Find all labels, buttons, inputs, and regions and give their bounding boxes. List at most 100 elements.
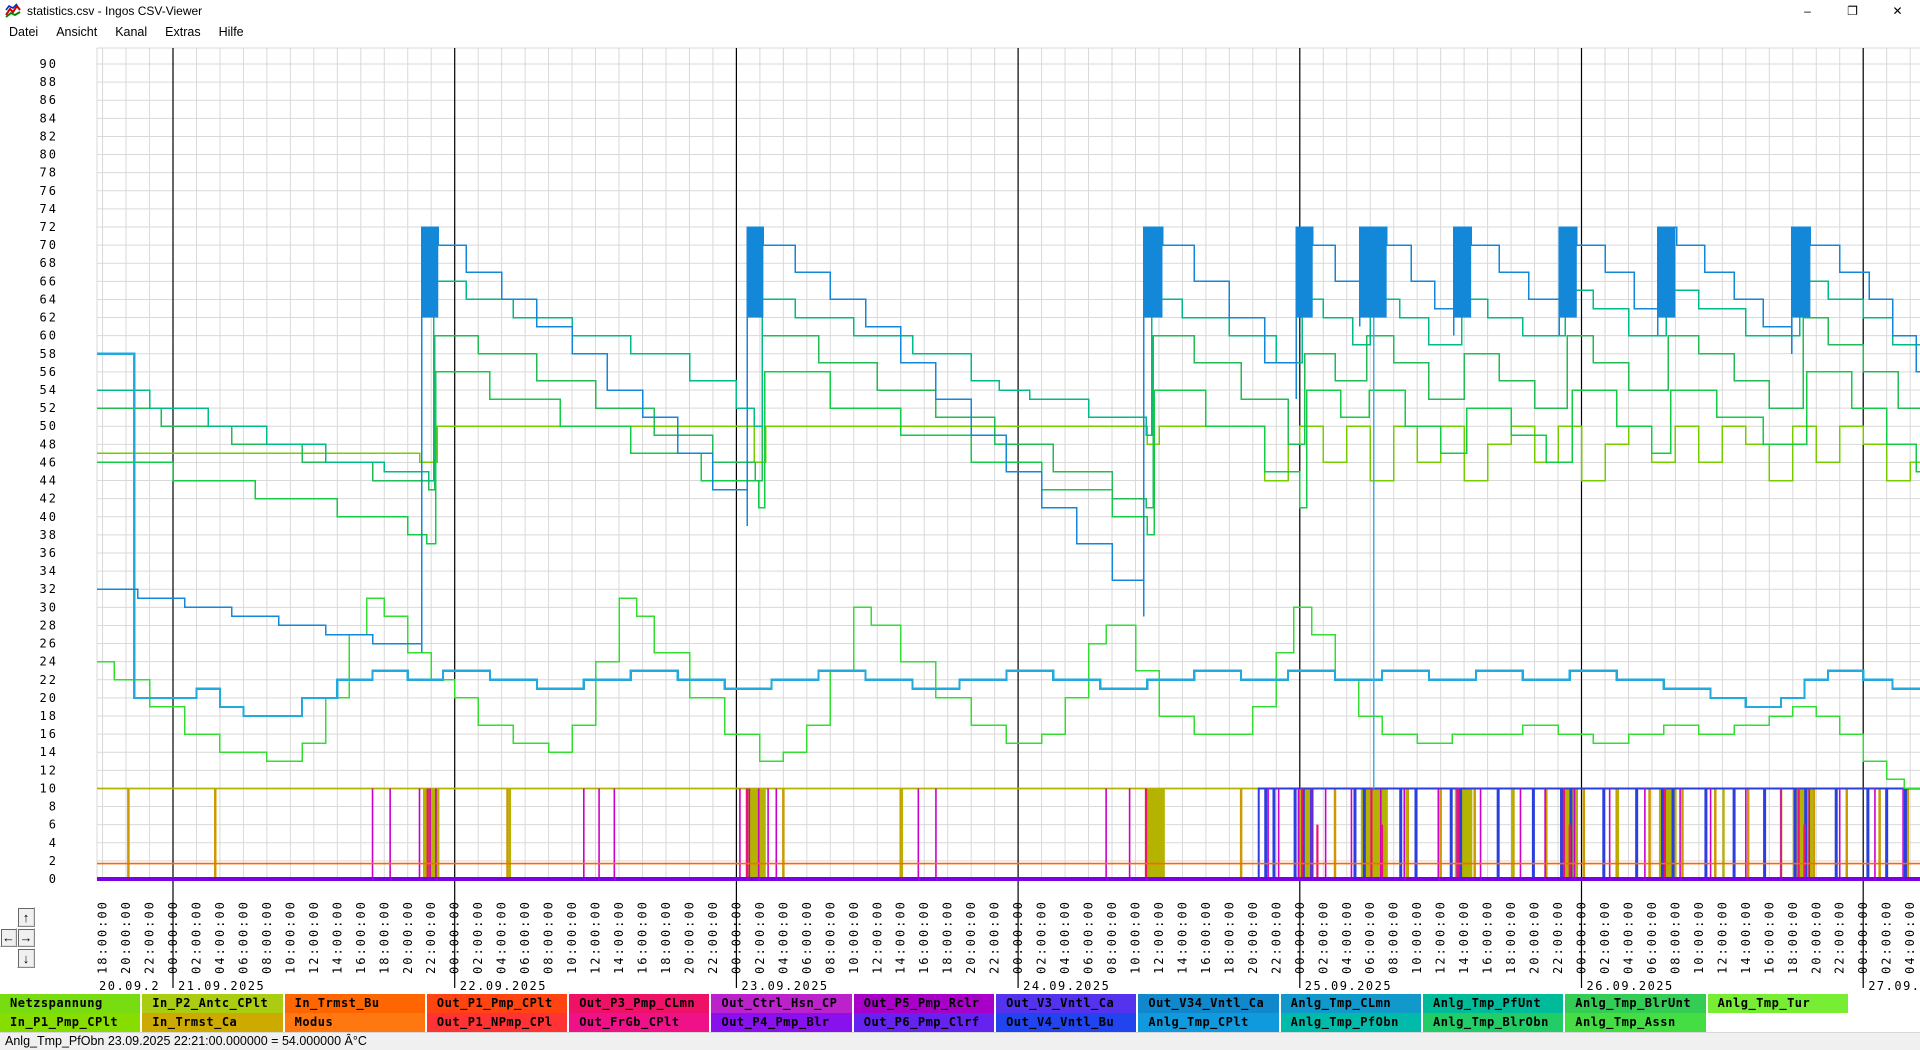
legend-channel-Modus[interactable]: Modus: [284, 1013, 425, 1032]
legend-channel-Anlg_Tmp_CPlt[interactable]: Anlg_Tmp_CPlt: [1138, 1013, 1279, 1032]
svg-text:74: 74: [40, 202, 58, 216]
pan-right-button[interactable]: →: [17, 928, 35, 947]
legend-channel-Out_V3_Vntl_Ca[interactable]: Out_V3_Vntl_Ca: [996, 994, 1137, 1013]
app-icon: [5, 3, 21, 19]
date-labels: 20.09.2 21.09.2025 22.09.2025 23.09.2025 24.…: [99, 979, 1920, 992]
svg-text:04:00:00: 04:00:00: [495, 900, 509, 974]
minimize-button[interactable]: –: [1804, 4, 1811, 18]
legend-channel-Anlg_Tmp_Tur[interactable]: Anlg_Tmp_Tur: [1707, 994, 1848, 1013]
svg-text:04:00:00: 04:00:00: [1621, 900, 1635, 974]
legend-channel-Out_Ctrl_Hsn_CP[interactable]: Out_Ctrl_Hsn_CP: [711, 994, 852, 1013]
legend-channel-Out_P4_Pmp_Blr[interactable]: Out_P4_Pmp_Blr: [711, 1013, 852, 1032]
svg-text:88: 88: [40, 75, 58, 89]
menu-ansicht[interactable]: Ansicht: [56, 25, 98, 39]
svg-text:4: 4: [49, 836, 58, 850]
legend-channel-Anlg_Tmp_CLmn[interactable]: Anlg_Tmp_CLmn: [1280, 994, 1421, 1013]
svg-text:02:00:00: 02:00:00: [1880, 900, 1894, 974]
pan-down-button[interactable]: ↓: [17, 948, 35, 968]
legend-channel-Netzspannung[interactable]: Netzspannung: [0, 994, 141, 1013]
svg-text:02:00:00: 02:00:00: [1598, 900, 1612, 974]
svg-text:08:00:00: 08:00:00: [1668, 900, 1682, 974]
svg-text:12:00:00: 12:00:00: [1434, 900, 1448, 974]
series-Anlg_Tmp_BlrObn: [97, 371, 1920, 545]
menu-datei[interactable]: Datei: [9, 25, 39, 39]
svg-text:10:00:00: 10:00:00: [283, 900, 297, 974]
svg-text:22:00:00: 22:00:00: [988, 900, 1002, 974]
svg-text:14:00:00: 14:00:00: [894, 900, 908, 974]
svg-text:16:00:00: 16:00:00: [1199, 900, 1213, 974]
svg-text:12:00:00: 12:00:00: [870, 900, 884, 974]
series-Anlg_Tmp_PfObn: [97, 280, 1920, 482]
legend-channel-Anlg_Tmp_PfUnt[interactable]: Anlg_Tmp_PfUnt: [1422, 994, 1564, 1013]
series-Anlg_Tmp_BlrUnt: [97, 316, 1920, 509]
series-Anlg_Tmp_CLmn: [97, 352, 1920, 718]
chart-plot[interactable]: 0246810121416182022242628303234363840424…: [0, 42, 1920, 992]
series-layer: [97, 226, 1920, 881]
svg-text:42: 42: [40, 492, 58, 506]
svg-text:16:00:00: 16:00:00: [1762, 900, 1776, 974]
pan-up-button[interactable]: ↑: [17, 907, 35, 927]
svg-text:86: 86: [40, 93, 58, 107]
burst-region: [1657, 227, 1676, 318]
svg-text:14:00:00: 14:00:00: [1739, 900, 1753, 974]
svg-text:10:00:00: 10:00:00: [847, 900, 861, 974]
burst-region: [746, 227, 764, 318]
svg-text:08:00:00: 08:00:00: [1387, 900, 1401, 974]
svg-text:38: 38: [40, 528, 58, 542]
svg-text:10:00:00: 10:00:00: [1410, 900, 1424, 974]
svg-text:06:00:00: 06:00:00: [1082, 900, 1096, 974]
legend-channel-Out_P1_Pmp_CPlt[interactable]: Out_P1_Pmp_CPlt: [426, 994, 568, 1013]
legend-channel-Anlg_Tmp_BlrObn[interactable]: Anlg_Tmp_BlrObn: [1422, 1013, 1564, 1032]
legend-channel-Out_P1_NPmp_CPl[interactable]: Out_P1_NPmp_CPl: [426, 1013, 568, 1032]
svg-text:22:00:00: 22:00:00: [1269, 900, 1283, 974]
legend-channel-Out_V34_Vntl_Ca[interactable]: Out_V34_Vntl_Ca: [1138, 994, 1279, 1013]
svg-text:02:00:00: 02:00:00: [753, 900, 767, 974]
burst-region: [1359, 227, 1387, 318]
legend-channel-Out_FrGb_CPlt[interactable]: Out_FrGb_CPlt: [569, 1013, 710, 1032]
svg-text:16:00:00: 16:00:00: [354, 900, 368, 974]
legend-channel-In_P2_Antc_CPlt[interactable]: In_P2_Antc_CPlt: [142, 994, 283, 1013]
svg-text:52: 52: [40, 401, 58, 415]
svg-text:72: 72: [40, 220, 58, 234]
legend-channel-In_Trmst_Ca[interactable]: In_Trmst_Ca: [142, 1013, 283, 1032]
legend-channel-Anlg_Tmp_PfObn[interactable]: Anlg_Tmp_PfObn: [1280, 1013, 1421, 1032]
legend-channel-In_P1_Pmp_CPlt[interactable]: In_P1_Pmp_CPlt: [0, 1013, 141, 1032]
legend-channel-Out_V4_Vntl_Bu[interactable]: Out_V4_Vntl_Bu: [996, 1013, 1137, 1032]
svg-text:02:00:00: 02:00:00: [1035, 900, 1049, 974]
svg-text:70: 70: [40, 238, 58, 252]
menu-hilfe[interactable]: Hilfe: [218, 25, 244, 39]
menu-kanal[interactable]: Kanal: [115, 25, 148, 39]
legend-channel-Out_P5_Pmp_Rclr[interactable]: Out_P5_Pmp_Rclr: [853, 994, 995, 1013]
legend-channel-Out_P6_Pmp_Clrf[interactable]: Out_P6_Pmp_Clrf: [853, 1013, 995, 1032]
series-Anlg_Tmp_Tur: [97, 425, 1920, 482]
svg-text:32: 32: [40, 582, 58, 596]
menu-extras[interactable]: Extras: [165, 25, 201, 39]
svg-text:22:00:00: 22:00:00: [143, 900, 157, 974]
svg-text:20.09.2: 20.09.2: [99, 979, 160, 992]
svg-text:02:00:00: 02:00:00: [189, 900, 203, 974]
legend-row-2: In_P1_Pmp_CPlt In_Trmst_Ca Modus Out_P1_NPm…: [0, 1013, 1920, 1032]
svg-text:16: 16: [40, 727, 58, 741]
pan-left-button[interactable]: ←: [0, 928, 17, 947]
svg-text:80: 80: [40, 148, 58, 162]
burst-region: [1296, 227, 1313, 318]
svg-text:14:00:00: 14:00:00: [1175, 900, 1189, 974]
series-Anlg_Tmp_CPlt: [97, 226, 1920, 653]
maximize-button[interactable]: ❐: [1847, 4, 1858, 18]
legend-channel-Out_P3_Pmp_CLmn[interactable]: Out_P3_Pmp_CLmn: [569, 994, 710, 1013]
status-bar: Anlg_Tmp_PfObn 23.09.2025 22:21:00.00000…: [0, 1032, 1920, 1050]
legend-channel-In_Trmst_Bu[interactable]: In_Trmst_Bu: [284, 994, 425, 1013]
legend-channel-Anlg_Tmp_Assn[interactable]: Anlg_Tmp_Assn: [1565, 1013, 1706, 1032]
menu-bar: Datei Ansicht Kanal Extras Hilfe: [0, 22, 1920, 42]
svg-text:20:00:00: 20:00:00: [1809, 900, 1823, 974]
close-button[interactable]: ✕: [1892, 4, 1903, 18]
svg-text:26.09.2025: 26.09.2025: [1587, 979, 1674, 992]
svg-text:84: 84: [40, 111, 58, 125]
legend-channel-Anlg_Tmp_BlrUnt[interactable]: Anlg_Tmp_BlrUnt: [1565, 994, 1706, 1013]
svg-text:18:00:00: 18:00:00: [96, 900, 110, 974]
series-Anlg_Tmp_Assn: [97, 597, 1920, 790]
svg-text:02:00:00: 02:00:00: [471, 900, 485, 974]
window-controls: – ❐ ✕: [1785, 0, 1920, 22]
svg-text:22:00:00: 22:00:00: [1551, 900, 1565, 974]
svg-text:12:00:00: 12:00:00: [1715, 900, 1729, 974]
